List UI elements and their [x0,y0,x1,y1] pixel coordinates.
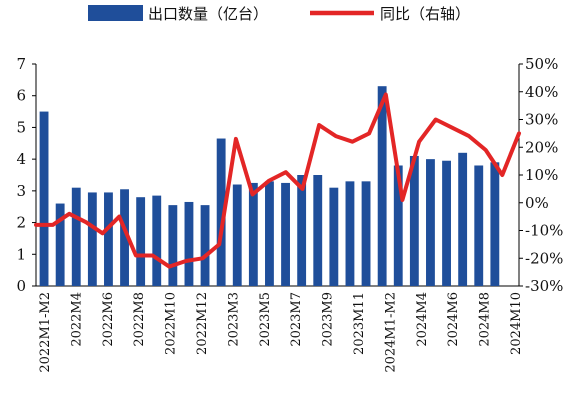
x-tick-label: 2024M4 [415,292,430,347]
bar [248,182,258,286]
right-tick-label: 20% [525,138,558,156]
bar [39,111,49,286]
bar [55,203,65,286]
x-tick-label: 2022M12 [195,292,210,355]
x-tick-label: 2024M1-M2 [383,292,398,373]
bar [426,159,435,286]
bar [393,165,403,286]
x-tick-label: 2022M6 [101,292,116,347]
x-tick-label: 2023M9 [321,292,336,347]
bar [152,195,162,286]
bar [329,187,339,286]
left-tick-label: 0 [16,277,26,295]
bar [458,152,468,286]
bar [345,181,355,286]
right-tick-label: 30% [525,111,558,129]
left-tick-label: 6 [16,87,26,105]
x-tick-label: 2024M8 [478,292,493,347]
x-tick-label: 2023M5 [258,292,273,347]
x-tick-label: 2023M3 [226,292,241,347]
bar [200,205,210,286]
left-tick-label: 2 [16,214,26,232]
x-tick-label: 2024M10 [509,292,524,355]
right-tick-label: 0% [525,194,549,212]
x-tick-label: 2022M1-M2 [38,292,53,373]
bar [184,201,194,286]
bar [490,162,500,286]
yoy-line [34,92,521,269]
bar [120,189,129,286]
legend: 出口数量（亿台） 同比（右轴） [88,5,470,23]
legend-bar-label: 出口数量（亿台） [148,5,268,23]
bar [474,165,484,286]
bar [136,197,146,286]
bar [377,86,387,286]
x-tick-label: 2022M8 [132,292,147,347]
left-axis-ticks: 0 1 2 3 4 5 6 7 [16,55,36,295]
right-tick-label: 50% [525,55,558,73]
bar [313,175,323,286]
left-tick-label: 7 [16,55,26,73]
right-tick-label: -20% [525,249,563,267]
bar [87,192,97,286]
bar [281,182,290,286]
x-tick-label: 2022M4 [69,292,84,347]
bar [442,160,451,286]
right-axis-ticks: -30% -20% -10% 0% 10% 20% 30% 40% 50% [519,55,563,295]
bar [216,138,226,286]
legend-line-label: 同比（右轴） [380,5,470,23]
x-tick-label: 2022M10 [164,292,179,355]
left-tick-label: 3 [16,182,26,200]
bar [104,192,113,286]
bar [297,175,307,286]
right-tick-label: -30% [525,277,563,295]
line-series-group [34,92,521,269]
left-tick-label: 1 [16,245,26,263]
bar [361,181,371,286]
left-tick-label: 4 [16,150,26,168]
bar [168,205,178,286]
x-tick-label: 2023M11 [352,292,367,355]
right-tick-label: 10% [525,166,558,184]
x-tick-label: 2023M7 [289,292,304,347]
right-tick-label: -10% [525,222,563,240]
bar-series [39,86,500,286]
bar [232,184,242,286]
x-axis-ticks: 2022M1-M2 2022M4 2022M6 2022M8 2022M10 2022M1… [38,292,524,373]
legend-bar-swatch [88,5,143,21]
bar [265,181,274,286]
left-tick-label: 5 [16,118,26,136]
bar [71,187,81,286]
x-tick-label: 2024M6 [446,292,461,347]
bar [409,155,419,286]
right-tick-label: 40% [525,83,558,101]
